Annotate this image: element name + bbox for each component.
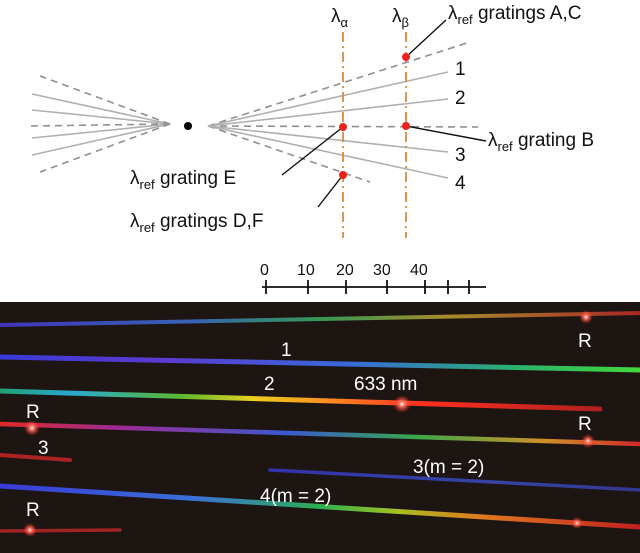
ref-spot-633nm (393, 395, 411, 413)
leader-b (405, 125, 487, 142)
beam-number-2: 2 (455, 88, 466, 109)
photo-label-r-top-right: R (578, 331, 592, 352)
ref-dot-e (339, 123, 347, 131)
ref-spot-left (24, 420, 40, 436)
scale-tick-0: 0 (260, 262, 269, 279)
ref-dot-b (402, 122, 410, 130)
photo-label-r-left: R (26, 402, 40, 423)
spectrum-beam-4 (0, 483, 640, 530)
incoming-dashed-rays (29, 75, 171, 173)
leader-e (281, 126, 344, 176)
ref-spot-mid-right (571, 517, 583, 529)
ref-spot-top-right (579, 310, 593, 324)
spectrum-beam-1 (0, 354, 640, 373)
spectrum-beam-2 (0, 388, 603, 412)
scale-tick-10: 10 (297, 262, 315, 279)
callout-grating-b: λref grating B (488, 130, 594, 154)
ref-spot-bottom-left (23, 523, 37, 537)
leader-df (317, 174, 344, 208)
scale-tick-30: 30 (373, 262, 391, 279)
beam-number-3: 3 (455, 145, 466, 166)
incoming-rays (31, 93, 171, 156)
diffraction-photo: R 1 2 633 nm R R 3 3(m = 2) 4(m = 2) R (0, 302, 640, 553)
callout-grating-e: λref grating E (130, 168, 236, 192)
callout-gratings-ac: λref gratings A,C (448, 3, 581, 27)
ref-dot-df (339, 171, 347, 179)
spectrum-beam-3-order2 (268, 468, 640, 492)
photo-label-633nm: 633 nm (354, 374, 417, 395)
beam-number-1: 1 (455, 59, 466, 80)
photo-label-1: 1 (281, 340, 292, 361)
photo-label-3: 3 (38, 438, 49, 459)
scale-bar: 0 10 20 30 40 (260, 262, 486, 294)
spectrum-beam-3-left (0, 453, 72, 462)
spectrum-top-streak (0, 311, 640, 327)
photo-label-r-right: R (578, 414, 592, 435)
scale-tick-20: 20 (336, 262, 354, 279)
spectrum-beam-3 (0, 421, 640, 447)
lambda-beta-label: λβ (392, 6, 409, 30)
spectrum-bottom-streak (0, 528, 122, 533)
schematic: λα λβ λref gratings A,C λref grating B λ… (29, 3, 594, 238)
ref-dot-ac (402, 53, 410, 61)
leader-ac (405, 19, 447, 58)
beam-number-4: 4 (455, 173, 466, 194)
photo-label-4-m2: 4(m = 2) (260, 486, 331, 507)
ref-spot-right (581, 434, 595, 448)
photo-label-2: 2 (264, 374, 275, 395)
callout-gratings-df: λref gratings D,F (130, 211, 263, 235)
photo-label-3-m2: 3(m = 2) (413, 457, 484, 478)
scale-tick-40: 40 (410, 262, 428, 279)
photo-label-r-bottom-left: R (26, 500, 40, 521)
grating-point (184, 122, 192, 130)
lambda-alpha-label: λα (331, 6, 349, 30)
